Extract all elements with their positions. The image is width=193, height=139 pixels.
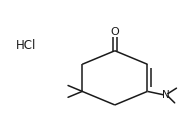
Text: HCl: HCl: [16, 39, 36, 52]
Text: O: O: [110, 27, 119, 37]
Text: N: N: [162, 90, 169, 100]
